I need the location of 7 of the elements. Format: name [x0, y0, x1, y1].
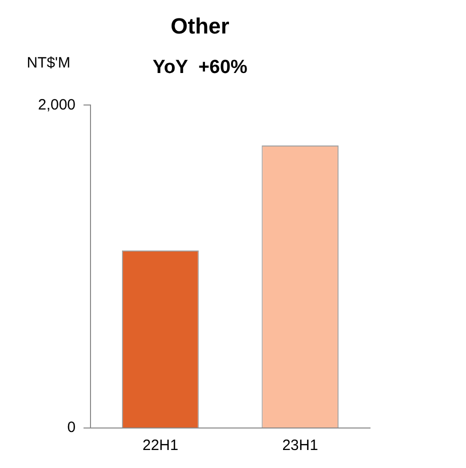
- x-tick-label: 23H1: [282, 437, 318, 454]
- x-tick-label: 22H1: [142, 437, 178, 454]
- chart-subtitle: YoY +60%: [152, 57, 248, 78]
- chart-title: Other: [170, 13, 230, 38]
- y-tick-label: 0: [67, 419, 76, 436]
- y-axis-title: NT$'M: [26, 54, 70, 72]
- y-tick-label: 2,000: [38, 96, 76, 114]
